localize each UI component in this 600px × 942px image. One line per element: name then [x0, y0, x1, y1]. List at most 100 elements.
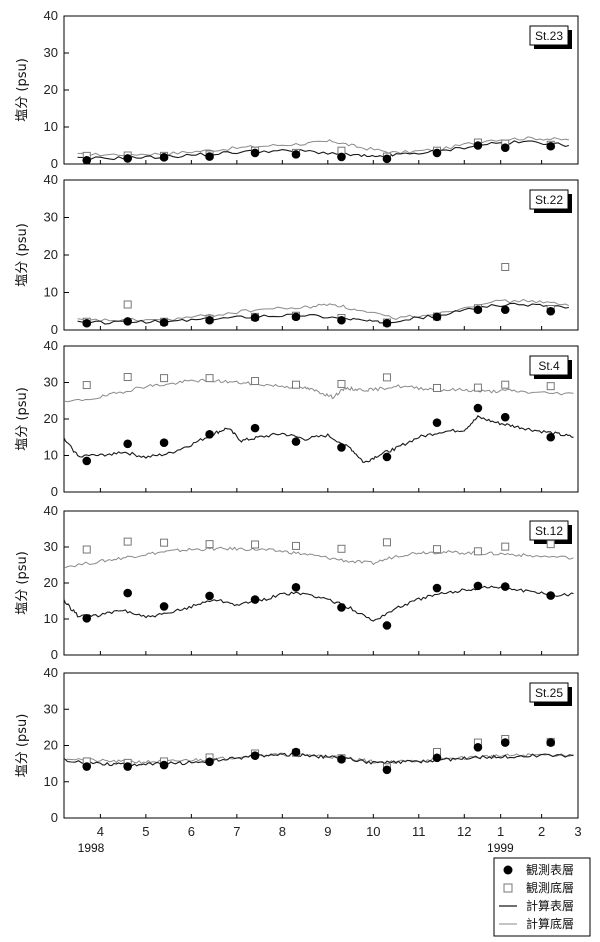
observed-surface-point [382, 452, 392, 462]
plot-area [64, 537, 574, 630]
observed-bottom-point [337, 544, 346, 553]
observed-bottom-point [501, 380, 510, 389]
observed-surface-point [205, 152, 214, 161]
plot-area [77, 263, 570, 328]
observed-bottom-point [123, 537, 132, 546]
observed-surface-point [250, 751, 260, 760]
observed-bottom-point [123, 373, 132, 382]
y-tick-label: 0 [51, 156, 58, 171]
observed-surface-point [291, 312, 301, 322]
legend-label: 計算表層 [526, 898, 574, 913]
plot-area [64, 373, 574, 466]
observed-surface-point [159, 438, 169, 448]
observed-bottom-point [473, 547, 482, 556]
observed-surface-point [291, 583, 301, 592]
y-axis-label: 塩分 (psu) [15, 387, 30, 451]
calc-surface-line [77, 302, 569, 325]
x-month-label: 9 [324, 824, 331, 839]
observed-surface-point [546, 306, 556, 316]
observed-surface-point [291, 150, 301, 159]
station-label: St.22 [535, 193, 563, 207]
observed-surface-point [382, 154, 392, 164]
observed-bottom-point [82, 381, 91, 390]
x-year-label: 1999 [487, 841, 514, 855]
observed-surface-point [382, 765, 392, 775]
station-label-box [529, 25, 569, 46]
y-tick-label: 0 [51, 484, 58, 499]
legend-label: 計算底層 [526, 916, 574, 931]
y-axis-label: 塩分 (psu) [15, 714, 30, 778]
plot-frame [63, 345, 579, 493]
observed-surface-point [82, 613, 92, 623]
observed-bottom-point [291, 541, 300, 550]
observed-bottom-point [546, 540, 555, 549]
x-month-label: 10 [366, 824, 380, 839]
x-month-label: 7 [233, 824, 240, 839]
plot-area [64, 734, 574, 775]
observed-surface-point [382, 318, 392, 328]
y-tick-label: 10 [44, 611, 58, 626]
y-tick-label: 0 [51, 647, 58, 662]
observed-surface-point [123, 317, 132, 326]
observed-surface-point [205, 591, 214, 601]
y-tick-label: 30 [44, 539, 58, 554]
panel-st25: 0 10 20 30 40 塩分 (psu) St.25 [15, 665, 579, 825]
observed-surface-point [337, 152, 346, 162]
calc-bottom-line [64, 546, 574, 569]
observed-surface-point [337, 603, 346, 612]
y-tick-label: 30 [44, 45, 58, 60]
observed-bottom-point [337, 379, 346, 388]
observed-surface-point [500, 582, 510, 591]
calc-surface-line [64, 752, 574, 767]
observed-surface-point [291, 747, 301, 757]
observed-surface-point [123, 154, 132, 163]
observed-surface-point [546, 432, 556, 442]
y-tick-label: 40 [44, 8, 58, 23]
y-tick-label: 10 [44, 774, 58, 789]
plot-frame [63, 672, 579, 819]
observed-surface-point [546, 141, 556, 151]
y-tick-label: 40 [44, 503, 58, 518]
station-label: St.4 [538, 359, 560, 373]
station-label-box [529, 355, 569, 376]
observed-bottom-point [205, 540, 214, 549]
observed-surface-point [205, 430, 214, 439]
observed-surface-point [123, 588, 132, 598]
y-tick-label: 30 [44, 701, 58, 716]
observed-surface-point [205, 315, 214, 325]
station-label: St.25 [535, 686, 563, 700]
observed-bottom-point [501, 263, 510, 271]
observed-surface-point [291, 437, 301, 446]
y-axis-label: 塩分 (psu) [15, 58, 30, 122]
y-tick-label: 0 [51, 322, 58, 337]
legend-label: 観測底層 [526, 880, 574, 895]
observed-surface-point [500, 143, 510, 153]
observed-bottom-point [251, 540, 260, 549]
x-month-label: 6 [188, 824, 195, 839]
station-label-box [529, 189, 569, 210]
plot-frame [63, 179, 579, 331]
panel-st22: 0 10 20 30 40 塩分 (psu) St.22 [15, 172, 579, 337]
plot-frame [63, 510, 579, 656]
observed-surface-point [382, 621, 392, 630]
observed-bottom-point [432, 545, 441, 554]
observed-bottom-point [382, 373, 391, 382]
observed-bottom-point [160, 538, 169, 547]
x-year-label: 1998 [78, 841, 105, 855]
observed-surface-point [250, 148, 260, 158]
observed-surface-point [337, 443, 346, 452]
legend-marker-observed-bottom [503, 883, 513, 893]
y-tick-label: 40 [44, 338, 58, 353]
y-tick-label: 20 [44, 247, 58, 262]
observed-surface-point [159, 318, 169, 327]
observed-surface-point [546, 738, 556, 747]
observed-bottom-point [473, 383, 482, 392]
y-tick-label: 20 [44, 411, 58, 426]
y-tick-label: 0 [51, 810, 58, 825]
observed-surface-point [82, 762, 92, 771]
observed-bottom-point [205, 374, 214, 383]
y-tick-label: 20 [44, 738, 58, 753]
observed-surface-point [82, 156, 92, 164]
observed-surface-point [432, 418, 442, 427]
